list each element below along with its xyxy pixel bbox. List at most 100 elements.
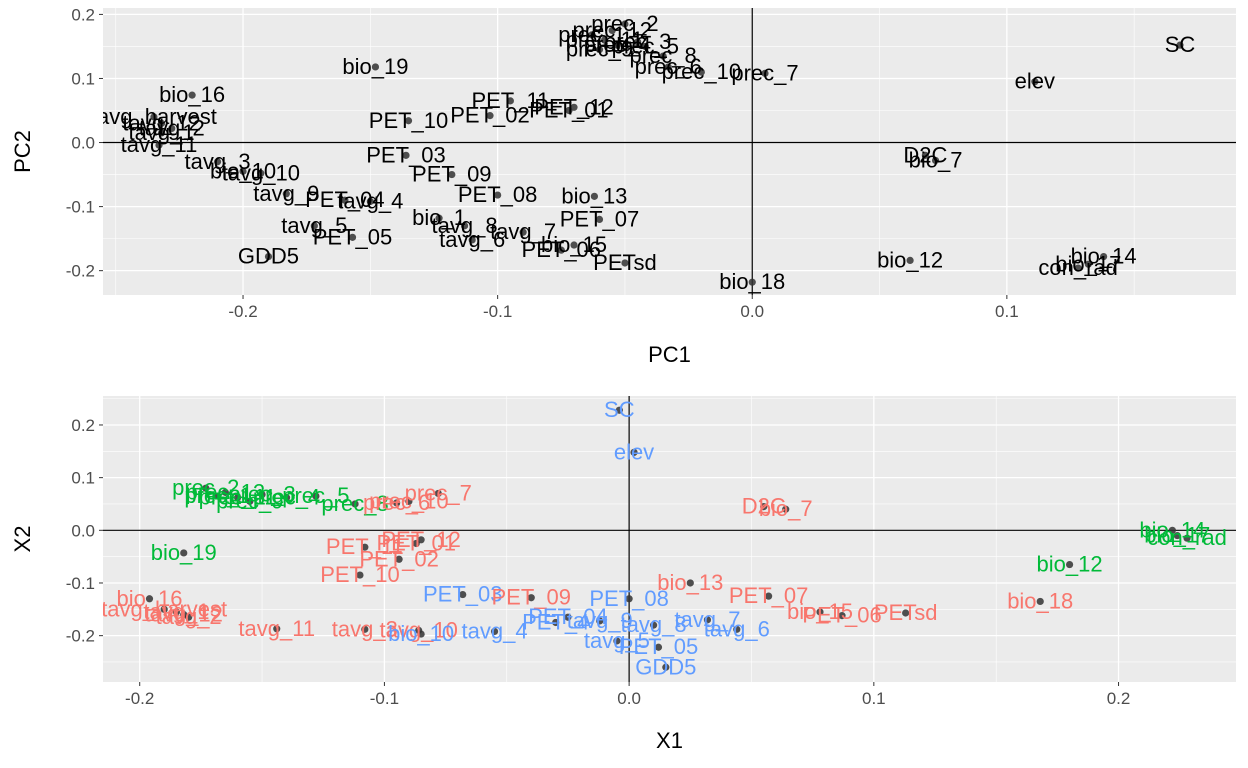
data-layer: SCelevprec_2prec_12prec_1prec_11prec_3pr…	[101, 397, 1227, 679]
point-label: PET_02	[359, 546, 439, 571]
data-point	[761, 69, 769, 77]
data-point	[361, 625, 369, 633]
panel-background	[103, 8, 1236, 295]
data-point	[395, 555, 403, 563]
point-label: GDD5	[635, 654, 696, 679]
point-label: PET_04	[305, 187, 385, 212]
data-point	[748, 278, 756, 286]
data-point	[1176, 41, 1184, 49]
data-point	[782, 505, 790, 513]
data-point	[160, 605, 168, 613]
x-tick-label: -0.1	[370, 689, 399, 708]
data-point	[760, 503, 768, 511]
data-point	[405, 497, 413, 505]
data-point	[348, 233, 357, 241]
data-point	[460, 222, 469, 230]
data-point	[366, 197, 374, 206]
data-layer: prec_2prec_12prec_1prec_11prec_3prec_4pr…	[103, 11, 1195, 294]
point-label: SC	[604, 397, 635, 422]
data-point	[565, 106, 573, 115]
point-label: PET_01	[376, 530, 456, 555]
point-label: prec_7	[405, 480, 472, 505]
data-point	[1036, 597, 1044, 606]
point-label: prec_1	[184, 483, 251, 508]
data-point	[527, 594, 535, 602]
data-point	[921, 151, 929, 159]
data-point	[902, 609, 910, 617]
point-label: prec_11	[199, 485, 277, 510]
point-label: PET_03	[423, 582, 503, 607]
data-point	[356, 571, 364, 579]
point-label: prec_6	[635, 54, 702, 79]
point-label: PET_12	[381, 527, 461, 552]
point-label: PET_05	[619, 634, 699, 659]
point-label: bio_16	[116, 586, 182, 611]
data-point	[816, 608, 824, 616]
data-point	[654, 643, 663, 651]
point-label: tavg_11	[121, 132, 198, 157]
data-point	[185, 613, 193, 621]
point-label: bio_17	[1144, 523, 1210, 548]
data-point	[552, 618, 560, 627]
panel-bottom: -0.2 -0.1 0.0 0.1 0.2 -0.2 -0.1 0.0 0.1 0.2 X1 X2 SC…	[10, 396, 1236, 753]
point-label: tavg_1	[143, 599, 209, 624]
point-label: prec_4	[253, 485, 320, 510]
data-point	[1173, 531, 1181, 540]
data-point	[310, 222, 318, 230]
data-point	[172, 608, 181, 616]
point-label: PET_10	[320, 562, 400, 587]
data-point	[596, 617, 604, 625]
data-point	[630, 448, 638, 456]
data-point	[1074, 264, 1082, 272]
point-label: tavg_7	[490, 219, 556, 244]
point-label: prec_3	[604, 29, 671, 54]
x-tick-label: 0.2	[1107, 689, 1131, 708]
data-point	[564, 613, 572, 621]
data-point	[155, 141, 163, 149]
data-point	[588, 31, 596, 39]
point-label: bio_13	[561, 183, 627, 208]
data-point	[351, 500, 359, 508]
point-label: tavg_3	[332, 616, 398, 641]
data-point	[188, 91, 196, 99]
x-tick-label: 0.1	[995, 302, 1019, 321]
data-point	[1183, 534, 1191, 542]
point-label: tavg_5	[281, 213, 347, 238]
point-label: PET_05	[313, 224, 393, 249]
point-label: PET_02	[450, 103, 530, 128]
point-label: PET_01	[529, 98, 609, 123]
point-label: PET_04	[528, 604, 608, 629]
data-point	[157, 119, 166, 127]
data-point	[213, 158, 222, 166]
data-point	[434, 489, 442, 498]
data-point	[264, 252, 273, 261]
point-label: PET_03	[366, 142, 446, 167]
data-point	[202, 484, 210, 492]
point-label: bio_16	[159, 82, 225, 107]
data-point	[393, 499, 401, 507]
point-label: tavg_6	[704, 616, 770, 641]
point-label: tavg_6	[439, 227, 505, 252]
data-point	[341, 196, 349, 204]
point-label: prec_5	[612, 33, 679, 58]
data-point	[664, 63, 672, 71]
point-label: bio_17	[1055, 251, 1121, 276]
x-tick-label: 0.0	[617, 689, 641, 708]
data-point	[448, 170, 456, 179]
data-point	[233, 494, 242, 502]
point-label: bio_15	[787, 599, 853, 624]
x-tick-label: -0.1	[483, 302, 512, 321]
point-label: PET_08	[589, 586, 669, 611]
point-label: prec_9	[216, 488, 283, 513]
data-point	[412, 539, 420, 548]
point-label: tavg_3	[185, 149, 251, 174]
data-point	[659, 52, 667, 60]
point-label: tavg_2	[156, 604, 222, 629]
data-point	[931, 156, 940, 165]
point-label: tavg_harvest	[101, 596, 227, 621]
y-tick-label: -0.1	[66, 198, 95, 217]
data-point	[282, 190, 290, 198]
point-label: con_rad	[1147, 525, 1227, 550]
data-point	[686, 579, 694, 587]
data-point	[570, 241, 578, 249]
